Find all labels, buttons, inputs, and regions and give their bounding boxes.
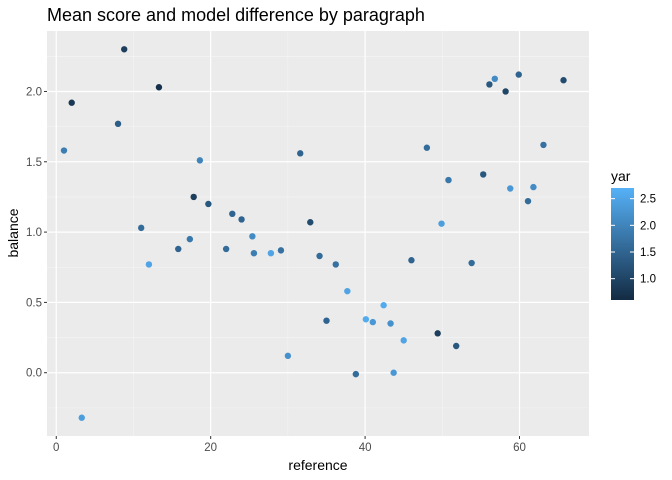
data-point: [60, 147, 68, 154]
data-point: [344, 287, 351, 295]
data-point: [277, 247, 285, 254]
data-point: [468, 259, 475, 267]
data-point: [491, 75, 499, 83]
data-point: [423, 144, 431, 151]
data-point: [362, 316, 370, 323]
data-point: [250, 249, 258, 257]
legend-title: yar: [611, 168, 631, 184]
data-point: [540, 141, 547, 149]
data-point: [434, 330, 441, 337]
data-points: [60, 46, 567, 421]
data-point: [222, 245, 230, 253]
data-point: [507, 185, 514, 192]
data-point: [307, 219, 314, 226]
data-point: [502, 88, 509, 95]
data-point: [121, 46, 128, 53]
legend-tick-label: 2.5: [640, 194, 656, 206]
data-point: [408, 257, 415, 264]
minor-gridlines: [47, 31, 589, 436]
data-point: [229, 210, 236, 218]
x-tick-label: 20: [204, 442, 217, 454]
data-point: [238, 216, 245, 223]
data-point: [196, 157, 204, 164]
data-point: [267, 249, 275, 257]
x-axis: 0 20 40 60: [53, 436, 526, 454]
data-point: [524, 197, 532, 205]
x-axis-title: reference: [288, 457, 347, 473]
data-point: [380, 302, 387, 309]
data-point: [284, 352, 292, 360]
data-point: [390, 369, 397, 376]
data-point: [453, 342, 460, 350]
data-point: [78, 414, 85, 421]
y-axis: 0.0 0.5 1.0 1.5 2.0: [26, 86, 47, 380]
data-point: [155, 84, 163, 91]
major-gridlines: [47, 31, 589, 436]
x-tick-label: 0: [53, 442, 59, 454]
data-point: [445, 176, 452, 184]
y-tick-label: 1.0: [26, 227, 42, 239]
y-axis-title: balance: [5, 208, 21, 257]
data-point: [68, 99, 75, 106]
data-point: [205, 200, 212, 208]
data-point: [387, 320, 394, 327]
data-point: [297, 150, 304, 157]
data-point: [560, 77, 567, 84]
data-point: [137, 224, 145, 232]
y-tick-label: 0.0: [26, 368, 42, 380]
legend-tick-label: 1.0: [640, 274, 656, 286]
data-point: [515, 71, 522, 78]
y-tick-label: 0.5: [26, 297, 42, 309]
data-point: [352, 370, 360, 378]
data-point: [316, 252, 323, 260]
data-point: [190, 193, 197, 201]
chart-title: Mean score and model difference by parag…: [47, 5, 425, 25]
data-point: [249, 233, 256, 240]
data-point: [323, 317, 330, 324]
data-point: [438, 220, 445, 227]
data-point: [186, 235, 194, 243]
data-point: [114, 120, 122, 128]
data-point: [530, 183, 537, 191]
data-point: [175, 245, 182, 253]
y-tick-label: 1.5: [26, 157, 42, 169]
x-tick-label: 60: [513, 442, 526, 454]
color-legend: yar 1.0 1.5 2.0 2.5: [611, 168, 656, 300]
x-tick-label: 40: [359, 442, 372, 454]
data-point: [400, 337, 407, 344]
data-point: [480, 171, 487, 178]
legend-tick-label: 1.5: [640, 247, 656, 259]
plot-panel: [47, 31, 589, 436]
data-point: [145, 261, 153, 268]
data-point: [369, 318, 377, 326]
data-point: [486, 81, 493, 88]
y-tick-label: 2.0: [26, 86, 42, 98]
legend-colorbar: [611, 188, 634, 300]
legend-tick-label: 2.0: [640, 220, 656, 232]
data-point: [332, 261, 339, 268]
